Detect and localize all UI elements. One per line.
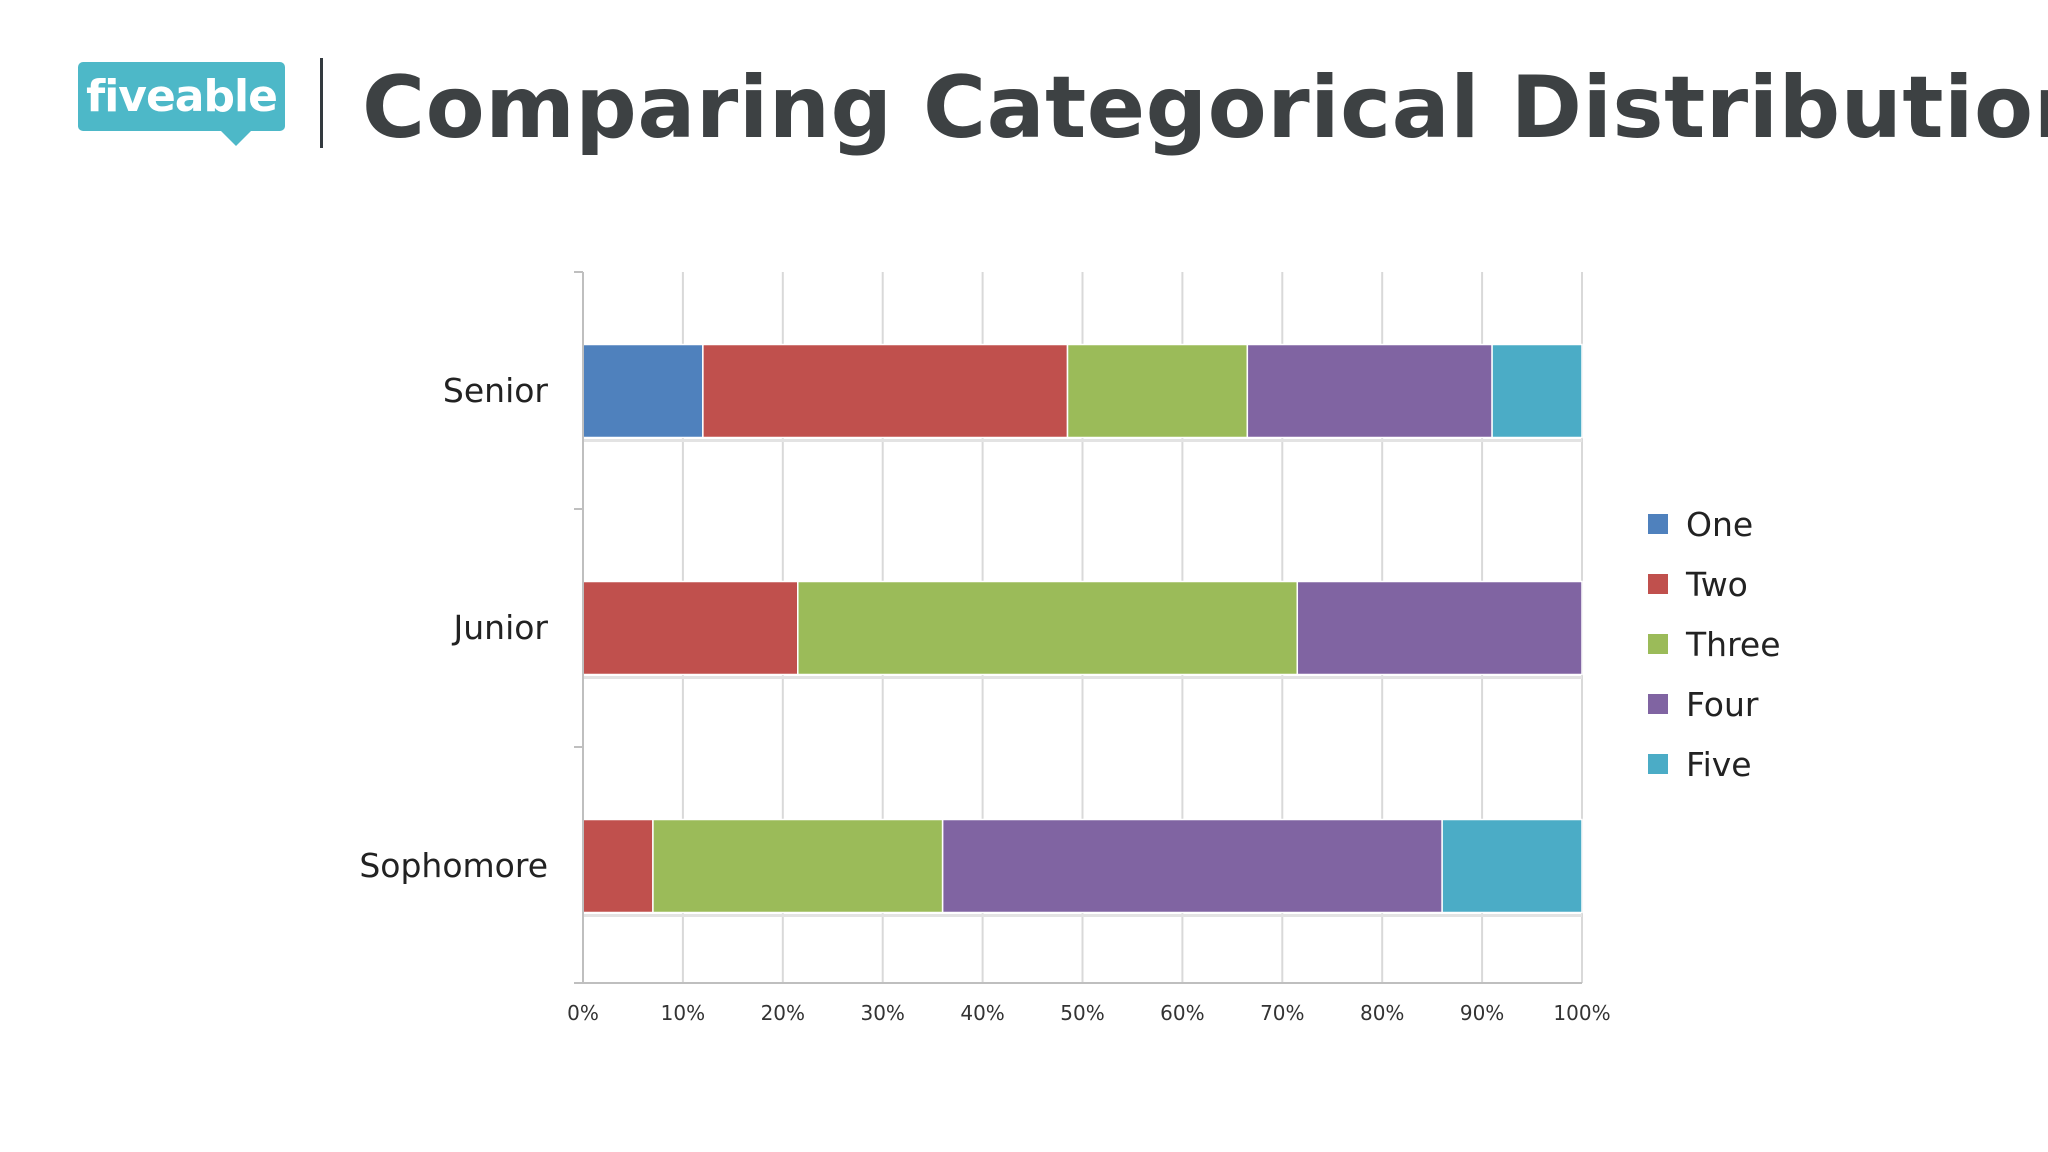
x-tick-label: 60% [1160,1001,1204,1025]
legend-swatch-two [1648,574,1668,594]
x-tick-label: 40% [960,1001,1004,1025]
bar-segment-junior-two [582,580,799,676]
x-tick-label: 90% [1460,1001,1504,1025]
header-divider [320,58,323,148]
bar-segment-sophomore-three [652,818,944,914]
legend-swatch-one [1648,514,1668,534]
legend-swatch-three [1648,634,1668,654]
category-label-sophomore: Sophomore [359,846,548,885]
logo-speech-tail [220,130,252,146]
legend-label-one: One [1686,505,1753,544]
bar-segment-junior-three [797,580,1299,676]
fiveable-logo[interactable]: fiveable [78,62,285,131]
legend-label-five: Five [1686,745,1752,784]
x-tick-label: 30% [860,1001,904,1025]
bar-segment-sophomore-four [941,818,1443,914]
category-label-junior: Junior [452,608,549,647]
bar-segment-senior-two [702,343,1069,439]
bar-segment-senior-four [1246,343,1493,439]
bar-segment-junior-four [1296,580,1583,676]
bar-segment-senior-one [582,343,704,439]
x-tick-label: 80% [1360,1001,1404,1025]
category-labels: Senior Junior Sophomore [359,371,548,885]
legend-label-four: Four [1686,685,1759,724]
x-tick-label: 100% [1553,1001,1610,1025]
bar-segment-senior-three [1066,343,1249,439]
legend: One Two Three Four Five [1648,505,1781,784]
x-tick-label: 50% [1060,1001,1104,1025]
legend-swatch-five [1648,754,1668,774]
bar-segment-sophomore-two [582,818,654,914]
x-tick-label: 70% [1260,1001,1304,1025]
page-title: Comparing Categorical Distributions [362,58,2048,158]
x-tick-label: 10% [661,1001,705,1025]
header: fiveable Comparing Categorical Distribut… [0,0,2048,200]
x-tick-label: 20% [761,1001,805,1025]
x-tick-labels: 0% 10% 20% 30% 40% 50% 60% 70% 80% 90% 100% [567,1001,1610,1025]
legend-swatch-four [1648,694,1668,714]
category-label-senior: Senior [443,371,549,410]
bar-segment-senior-five [1491,343,1583,439]
x-tick-label: 0% [567,1001,599,1025]
axes [574,271,1582,984]
legend-label-two: Two [1685,565,1748,604]
logo-text: fiveable [86,71,278,122]
legend-label-three: Three [1685,625,1781,664]
bar-segment-sophomore-five [1441,818,1583,914]
bars [582,343,1583,917]
